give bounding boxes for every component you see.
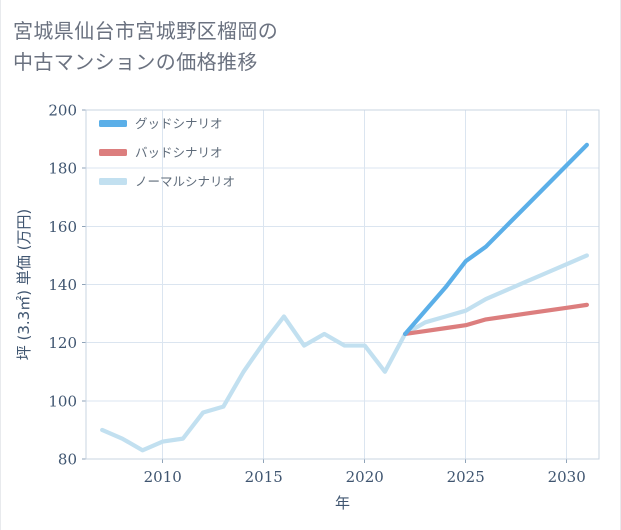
x-tick-label: 2010	[144, 468, 182, 486]
y-tick-label: 140	[48, 276, 77, 294]
axis-tickmarks	[82, 109, 568, 463]
legend-swatch	[99, 120, 127, 127]
page-title: 宮城県仙台市宮城野区榴岡の 中古マンションの価格推移	[13, 19, 279, 74]
series-line	[100, 253, 589, 453]
series-line	[403, 302, 589, 337]
legend-label: バッドシナリオ	[135, 145, 223, 160]
data-series-group	[100, 142, 589, 453]
legend-label: ノーマルシナリオ	[135, 174, 235, 189]
legend-swatch	[99, 178, 127, 185]
x-tick-label: 2025	[447, 468, 485, 486]
y-axis-tick-labels: 80 100 120 140 160 180 200	[48, 102, 77, 469]
x-tick-label: 2030	[548, 468, 586, 486]
legend-label: グッドシナリオ	[135, 116, 223, 131]
x-gridlines	[162, 110, 568, 459]
x-axis-title: 年	[335, 494, 350, 512]
y-tick-label: 180	[48, 160, 77, 178]
y-axis-title: 坪 (3.3㎡) 単価 (万円)	[15, 209, 33, 361]
x-tick-label: 2020	[346, 468, 384, 486]
y-tick-label: 200	[48, 102, 77, 120]
y-tick-label: 120	[48, 334, 77, 352]
x-tick-label: 2015	[245, 468, 283, 486]
y-tick-label: 160	[48, 218, 77, 236]
series-line	[403, 142, 589, 337]
legend-swatch	[99, 149, 127, 156]
y-tick-label: 100	[48, 392, 77, 410]
x-axis-tick-labels: 2010 2015 2020 2025 2030	[144, 468, 586, 486]
y-tick-label: 80	[58, 451, 77, 469]
y-gridlines	[86, 167, 599, 402]
plot-area-border	[85, 109, 600, 460]
